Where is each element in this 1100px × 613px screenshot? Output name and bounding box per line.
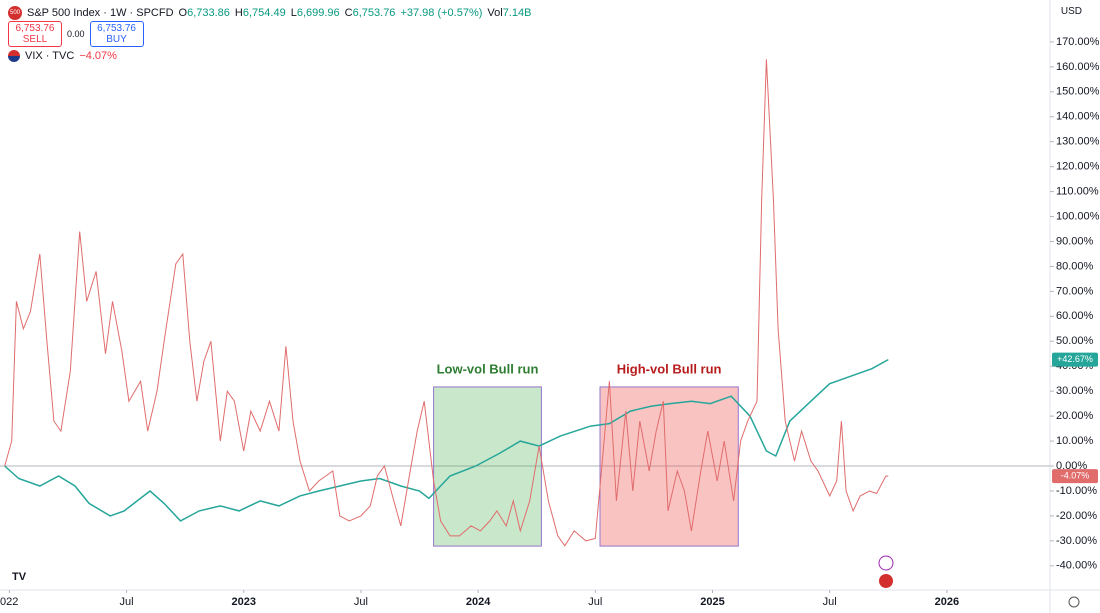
ohlc-item: C6,753.76	[345, 7, 396, 19]
tv-logo[interactable]: TV	[12, 571, 27, 583]
y-tick-label: -20.00%	[1056, 510, 1097, 522]
ohlc-value: 6,733.86	[187, 6, 230, 19]
ohlc-key: H	[234, 6, 243, 19]
compare-symbol[interactable]: VIX · TVC	[25, 49, 75, 62]
buy-label: BUY	[106, 34, 127, 45]
y-tick-label: 90.00%	[1056, 235, 1094, 247]
annotation-box	[599, 386, 739, 547]
y-tick-label: 80.00%	[1056, 260, 1094, 272]
ohlc-value: 6,753.76	[352, 6, 396, 19]
y-tick-label: -10.00%	[1056, 485, 1097, 497]
x-tick-label: 022	[0, 596, 18, 608]
y-tick-label: -30.00%	[1056, 535, 1097, 547]
y-tick-label: 140.00%	[1056, 111, 1100, 123]
ohlc: O6,733.86 H6,754.49 L6,699.96 C6,753.76	[179, 4, 396, 21]
ohlc-key: L	[290, 6, 297, 19]
change: +37.98 (+0.57%)	[400, 6, 483, 19]
y-tick-label: 160.00%	[1056, 61, 1100, 73]
series-line	[4, 358, 889, 522]
volume-label: Vol	[487, 6, 503, 19]
compare-flag	[8, 49, 20, 62]
last-value-badge	[1052, 352, 1098, 367]
buy-button[interactable]: 6,753.76 BUY	[89, 21, 144, 47]
y-tick-label: 150.00%	[1056, 86, 1100, 98]
y-tick-label: 50.00%	[1056, 335, 1094, 347]
currency[interactable]: USD	[1060, 6, 1082, 17]
y-tick-label: 110.00%	[1056, 186, 1099, 198]
y-tick-label: 170.00%	[1056, 36, 1100, 48]
settings-icon[interactable]	[1068, 596, 1080, 608]
y-tick-label: -40.00%	[1056, 560, 1097, 572]
x-tick-label: Jul	[588, 596, 602, 608]
ohlc-value: 6,754.49	[242, 6, 286, 19]
legend: 500 S&P 500 Index · 1W · SPCFD O6,733.86…	[8, 4, 531, 64]
x-tick-label: Jul	[120, 596, 134, 608]
annotation-box	[433, 386, 542, 547]
x-tick-label: Jul	[823, 596, 837, 608]
y-tick-label: 120.00%	[1056, 161, 1100, 173]
spread: 0.00	[67, 29, 85, 39]
y-tick-label: 60.00%	[1056, 310, 1094, 322]
y-tick-label: 70.00%	[1056, 285, 1094, 297]
volume: 7.14B	[502, 6, 532, 19]
buy-price: 6,753.76	[97, 23, 136, 34]
x-tick-label: 2023	[232, 596, 256, 608]
y-tick-label: 20.00%	[1056, 410, 1094, 422]
y-tick-label: 0.00%	[1056, 460, 1087, 472]
sell-button[interactable]: 6,753.76 SELL	[8, 21, 62, 47]
alert-icon[interactable]	[878, 555, 894, 571]
y-tick-label: 10.00%	[1056, 435, 1094, 447]
last-value-badge	[1052, 469, 1098, 484]
y-tick-label: 30.00%	[1056, 385, 1094, 397]
compare-change: −4.07%	[79, 49, 117, 62]
series-line	[4, 59, 889, 547]
symbol-logo: 500	[8, 5, 22, 20]
ohlc-key: C	[344, 6, 353, 19]
ohlc-item: L6,699.96	[291, 7, 340, 19]
x-tick-label: 2024	[466, 596, 491, 608]
x-tick-label: 2026	[935, 596, 959, 608]
symbol-title[interactable]: S&P 500 Index · 1W · SPCFD	[27, 6, 174, 19]
x-tick-label: 2025	[700, 596, 724, 608]
annotation-label: Low-vol Bull run	[437, 361, 539, 376]
ohlc-item: H6,754.49	[235, 7, 286, 19]
ohlc-key: O	[178, 6, 188, 19]
y-tick-label: 100.00%	[1056, 210, 1100, 222]
annotation-label: High-vol Bull run	[617, 361, 722, 376]
flag-icon[interactable]	[879, 574, 893, 588]
x-tick-label: Jul	[354, 596, 368, 608]
ohlc-item: O6,733.86	[179, 7, 230, 19]
last-value-label: +42.67%	[1057, 354, 1093, 364]
ohlc-value: 6,699.96	[296, 6, 340, 19]
sell-price: 6,753.76	[15, 23, 55, 34]
y-tick-label: 130.00%	[1056, 136, 1100, 148]
sell-label: SELL	[22, 34, 48, 45]
last-value-label: -4.07%	[1061, 471, 1090, 481]
